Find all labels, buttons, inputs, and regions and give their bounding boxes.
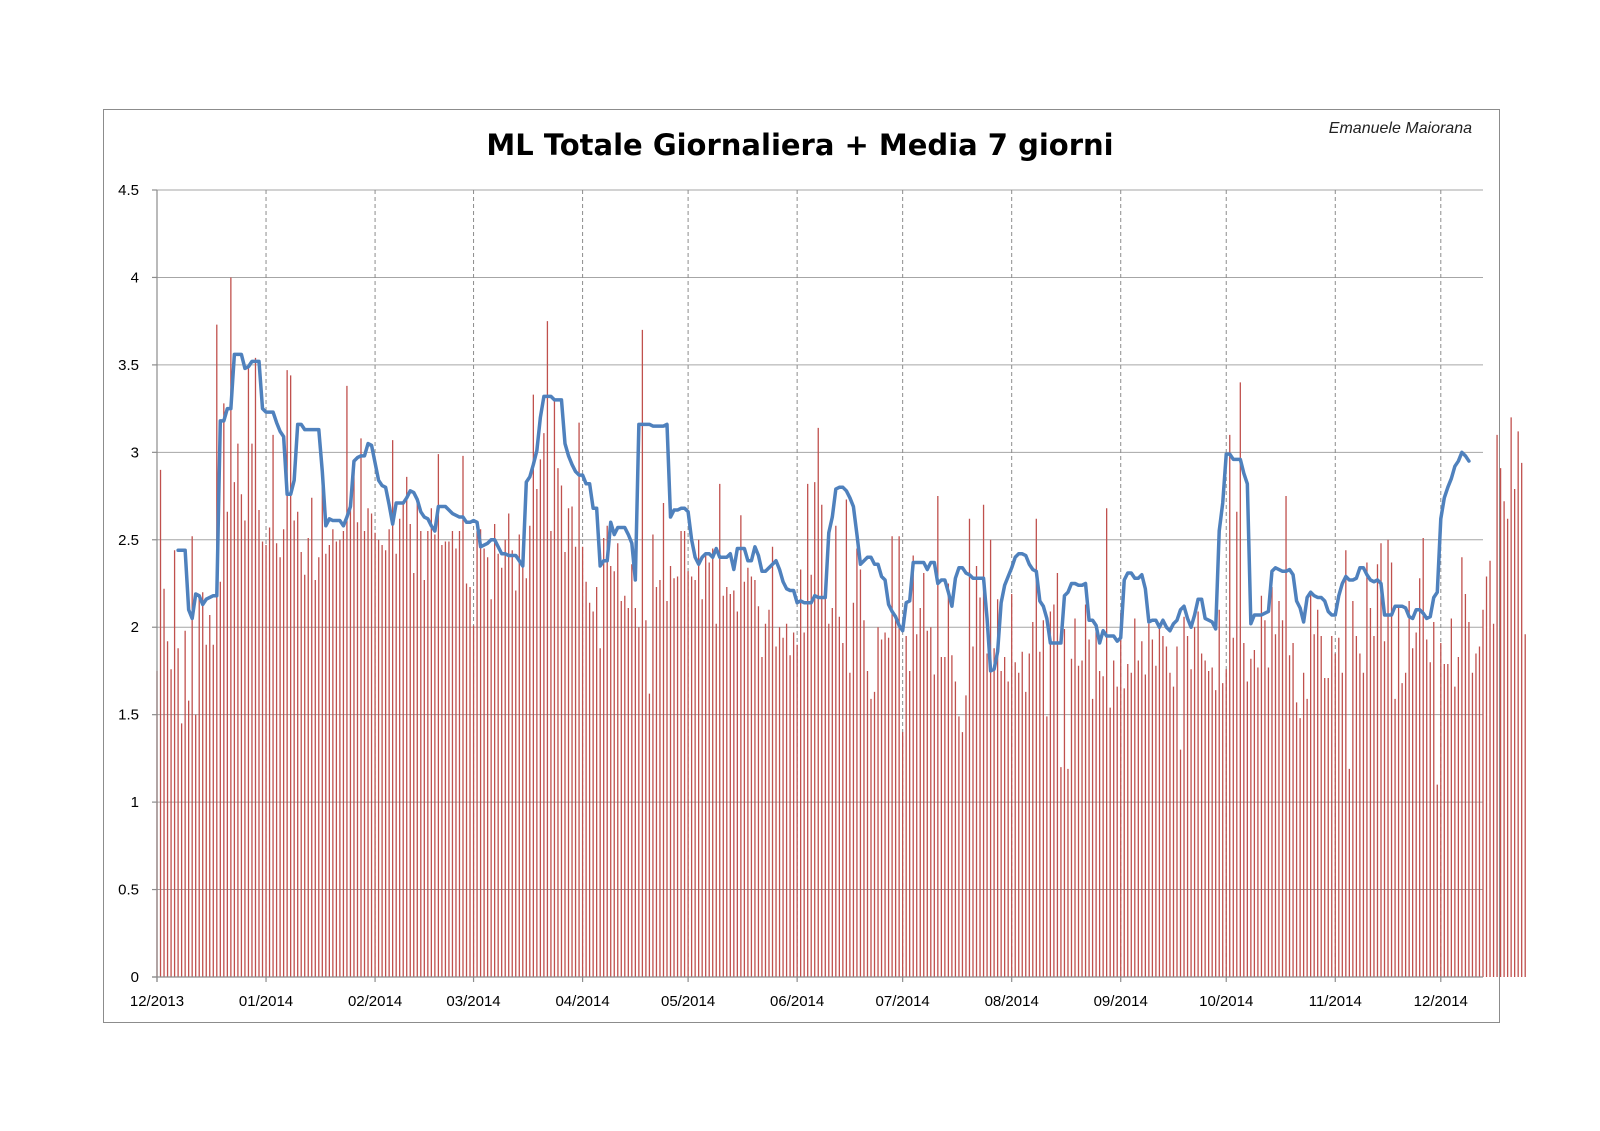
y-tick-label: 4.5 [118,182,139,199]
horizontal-gridlines [157,189,1483,891]
y-tick-label: 1 [131,794,139,811]
x-tick-label: 03/2014 [446,993,500,1010]
y-tick-label: 0 [131,969,139,986]
author-annotation: Emanuele Maiorana [1328,120,1472,137]
x-tick-label: 02/2014 [348,993,402,1010]
x-tick-label: 09/2014 [1094,993,1148,1010]
y-tick-label: 2 [131,619,139,636]
y-tick-label: 3.5 [118,357,139,374]
y-tick-label: 0.5 [118,882,139,899]
axes [152,189,1483,982]
chart-title: ML Totale Giornaliera + Media 7 giorni [486,128,1114,162]
x-tick-label: 10/2014 [1199,993,1253,1010]
y-tick-label: 3 [131,444,139,461]
x-tick-label: 11/2014 [1309,993,1362,1010]
x-tick-label: 12/2013 [130,993,184,1010]
y-tick-label: 2.5 [118,532,139,549]
x-tick-label: 05/2014 [661,993,715,1010]
x-tick-label: 08/2014 [985,993,1039,1010]
x-tick-label: 04/2014 [555,993,609,1010]
moving-average-line [176,352,1471,673]
moving-average-layer [176,352,1471,673]
y-tick-label: 1.5 [118,707,139,724]
y-tick-labels: 0 0.5 1 1.5 2 2.5 3 3.5 4 4.5 [118,182,139,986]
x-tick-label: 12/2014 [1414,993,1468,1010]
x-tick-labels: 12/2013 01/2014 02/2014 03/2014 04/2014 05/20… [130,993,1468,1010]
y-tick-label: 4 [131,269,139,286]
x-tick-label: 01/2014 [239,993,293,1010]
x-tick-label: 07/2014 [876,993,930,1010]
x-tick-label: 06/2014 [770,993,824,1010]
